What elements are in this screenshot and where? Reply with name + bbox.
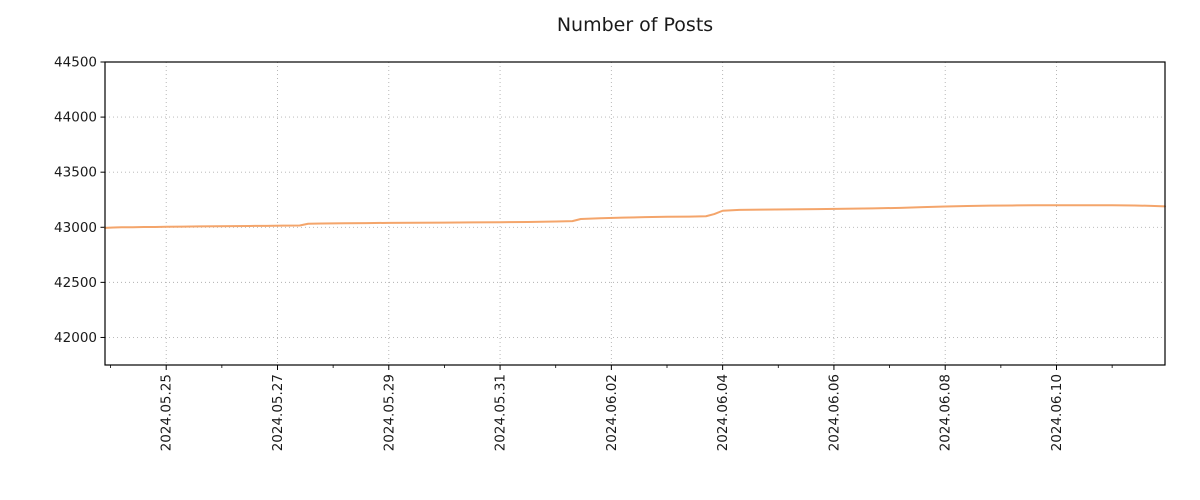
- x-tick-label: 2024.06.02: [604, 374, 620, 451]
- y-tick-label: 43000: [54, 220, 97, 236]
- y-tick-label: 44500: [54, 55, 97, 71]
- y-tick-label: 42500: [54, 275, 97, 291]
- y-tick-label: 42000: [54, 330, 97, 346]
- x-tick-label: 2024.06.10: [1049, 374, 1065, 451]
- x-tick-label: 2024.06.08: [938, 374, 954, 451]
- y-tick-label: 43500: [54, 165, 97, 181]
- x-tick-label: 2024.05.31: [493, 374, 509, 451]
- series-posts-line: [104, 204, 1166, 229]
- chart-title: Number of Posts: [556, 14, 714, 36]
- x-tick-label: 2024.05.29: [381, 374, 397, 451]
- x-tick-label: 2024.05.27: [270, 374, 286, 451]
- x-tick-label: 2024.06.06: [826, 374, 842, 451]
- y-tick-label: 44000: [54, 110, 97, 126]
- x-tick-label: 2024.05.25: [159, 374, 175, 451]
- plot-border: [104, 61, 1166, 366]
- x-tick-label: 2024.06.04: [715, 374, 731, 451]
